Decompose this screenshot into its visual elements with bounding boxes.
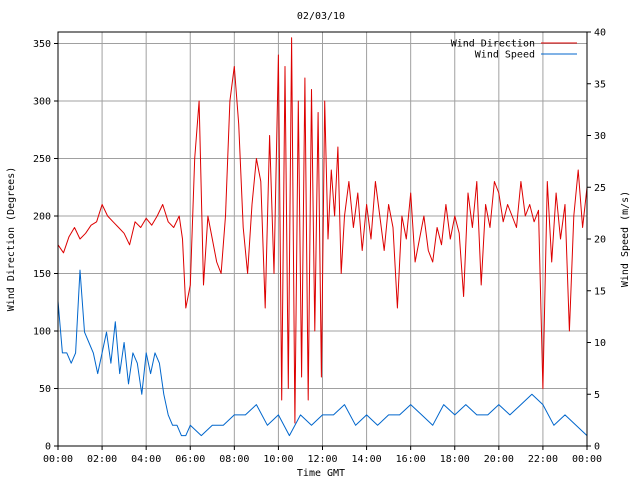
y-right-tick-label: 30 — [594, 131, 606, 142]
chart-title: 02/03/10 — [297, 11, 345, 22]
y-left-tick-label: 250 — [33, 154, 51, 165]
y-axis-label-right: Wind Speed (m/s) — [620, 191, 631, 287]
y-left-tick-label: 200 — [33, 212, 51, 223]
y-left-tick-label: 50 — [39, 384, 51, 395]
x-tick-label: 22:00 — [528, 454, 558, 465]
legend-label: Wind Speed — [475, 50, 535, 61]
x-tick-label: 10:00 — [263, 454, 293, 465]
y-left-tick-label: 150 — [33, 269, 51, 280]
x-axis-label: Time GMT — [297, 468, 345, 479]
y-right-tick-label: 40 — [594, 28, 606, 39]
y-right-tick-label: 15 — [594, 286, 606, 297]
x-tick-label: 06:00 — [175, 454, 205, 465]
y-right-tick-label: 5 — [594, 390, 600, 401]
x-tick-label: 08:00 — [219, 454, 249, 465]
x-tick-label: 12:00 — [307, 454, 337, 465]
y-left-tick-label: 300 — [33, 97, 51, 108]
y-right-tick-label: 20 — [594, 235, 606, 246]
x-tick-label: 02:00 — [87, 454, 117, 465]
legend-label: Wind Direction — [451, 39, 535, 50]
series-layer — [57, 37, 588, 437]
x-tick-label: 18:00 — [440, 454, 470, 465]
x-tick-label: 14:00 — [352, 454, 382, 465]
axis-ticks: 00:00 02:00 04:00 06:00 08:00 10:00 12:00 14:00… — [33, 28, 606, 466]
x-tick-label: 00:00 — [43, 454, 73, 465]
series-line-wind-direction — [57, 37, 588, 424]
x-tick-label: 04:00 — [131, 454, 161, 465]
grid-lines — [57, 32, 588, 446]
y-right-tick-label: 0 — [594, 442, 600, 453]
y-left-tick-label: 0 — [45, 442, 51, 453]
series-line-wind-speed — [57, 269, 588, 437]
y-right-tick-label: 35 — [594, 79, 606, 90]
y-left-tick-label: 350 — [33, 39, 51, 50]
y-left-tick-label: 100 — [33, 327, 51, 338]
y-axis-label-left: Wind Direction (Degrees) — [6, 167, 17, 312]
x-tick-label: 16:00 — [396, 454, 426, 465]
y-right-tick-label: 10 — [594, 338, 606, 349]
x-tick-label: 00:00 — [572, 454, 602, 465]
x-tick-label: 20:00 — [484, 454, 514, 465]
y-right-tick-label: 25 — [594, 183, 606, 194]
